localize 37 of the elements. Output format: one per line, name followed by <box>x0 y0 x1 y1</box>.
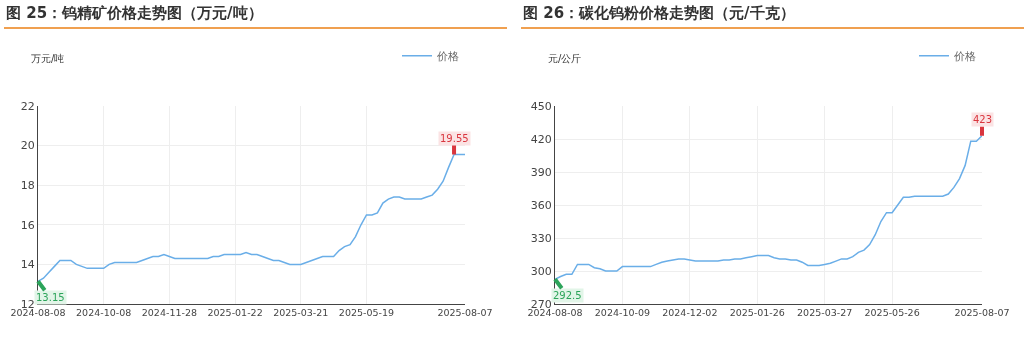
y-tick-label: 450 <box>530 99 552 113</box>
chart-title: 图 25：钨精矿价格走势图（万元/吨） <box>4 0 507 29</box>
x-tick-label: 2025-01-22 <box>207 307 263 319</box>
line-series <box>555 134 982 280</box>
chart-title: 图 26：碳化钨粉价格走势图（元/千克） <box>521 0 1024 29</box>
x-tick-label: 2024-08-08 <box>527 307 583 319</box>
x-tick-label: 2025-08-07 <box>954 307 1010 319</box>
x-tick-label: 2024-10-08 <box>76 307 132 319</box>
y-tick-label: 18 <box>20 179 35 193</box>
y-tick-label: 330 <box>530 231 552 245</box>
x-tick-label: 2025-03-27 <box>797 307 853 319</box>
line-series <box>38 153 465 282</box>
legend-label: 价格 <box>436 50 459 64</box>
x-tick-label: 2025-08-07 <box>437 307 493 319</box>
y-tick-label: 390 <box>530 165 552 179</box>
annotation: 19.55 <box>440 133 469 144</box>
annotation: 13.15 <box>36 292 65 303</box>
y-tick-label: 360 <box>530 198 552 212</box>
y-axis-title: 元/公斤 <box>548 53 582 64</box>
y-tick-label: 16 <box>20 218 35 232</box>
y-axis-title: 万元/吨 <box>31 53 65 64</box>
x-tick-label: 2024-12-02 <box>662 307 718 319</box>
x-tick-label: 2025-05-19 <box>338 307 395 319</box>
x-tick-label: 2024-11-28 <box>141 307 197 319</box>
x-tick-label: 2025-05-26 <box>864 307 920 319</box>
y-tick-label: 22 <box>20 99 35 113</box>
y-tick-label: 20 <box>20 139 35 153</box>
x-tick-label: 2025-01-26 <box>729 307 785 319</box>
annotation: 292.5 <box>553 290 582 301</box>
x-tick-label: 2024-10-09 <box>594 307 651 319</box>
x-tick-label: 2025-03-21 <box>273 307 329 319</box>
annotation: 423 <box>973 114 993 125</box>
x-tick-label: 2024-08-08 <box>10 307 66 319</box>
y-tick-label: 420 <box>530 132 552 146</box>
legend-label: 价格 <box>953 50 976 64</box>
y-tick-label: 300 <box>530 264 552 278</box>
y-tick-label: 14 <box>20 258 35 272</box>
